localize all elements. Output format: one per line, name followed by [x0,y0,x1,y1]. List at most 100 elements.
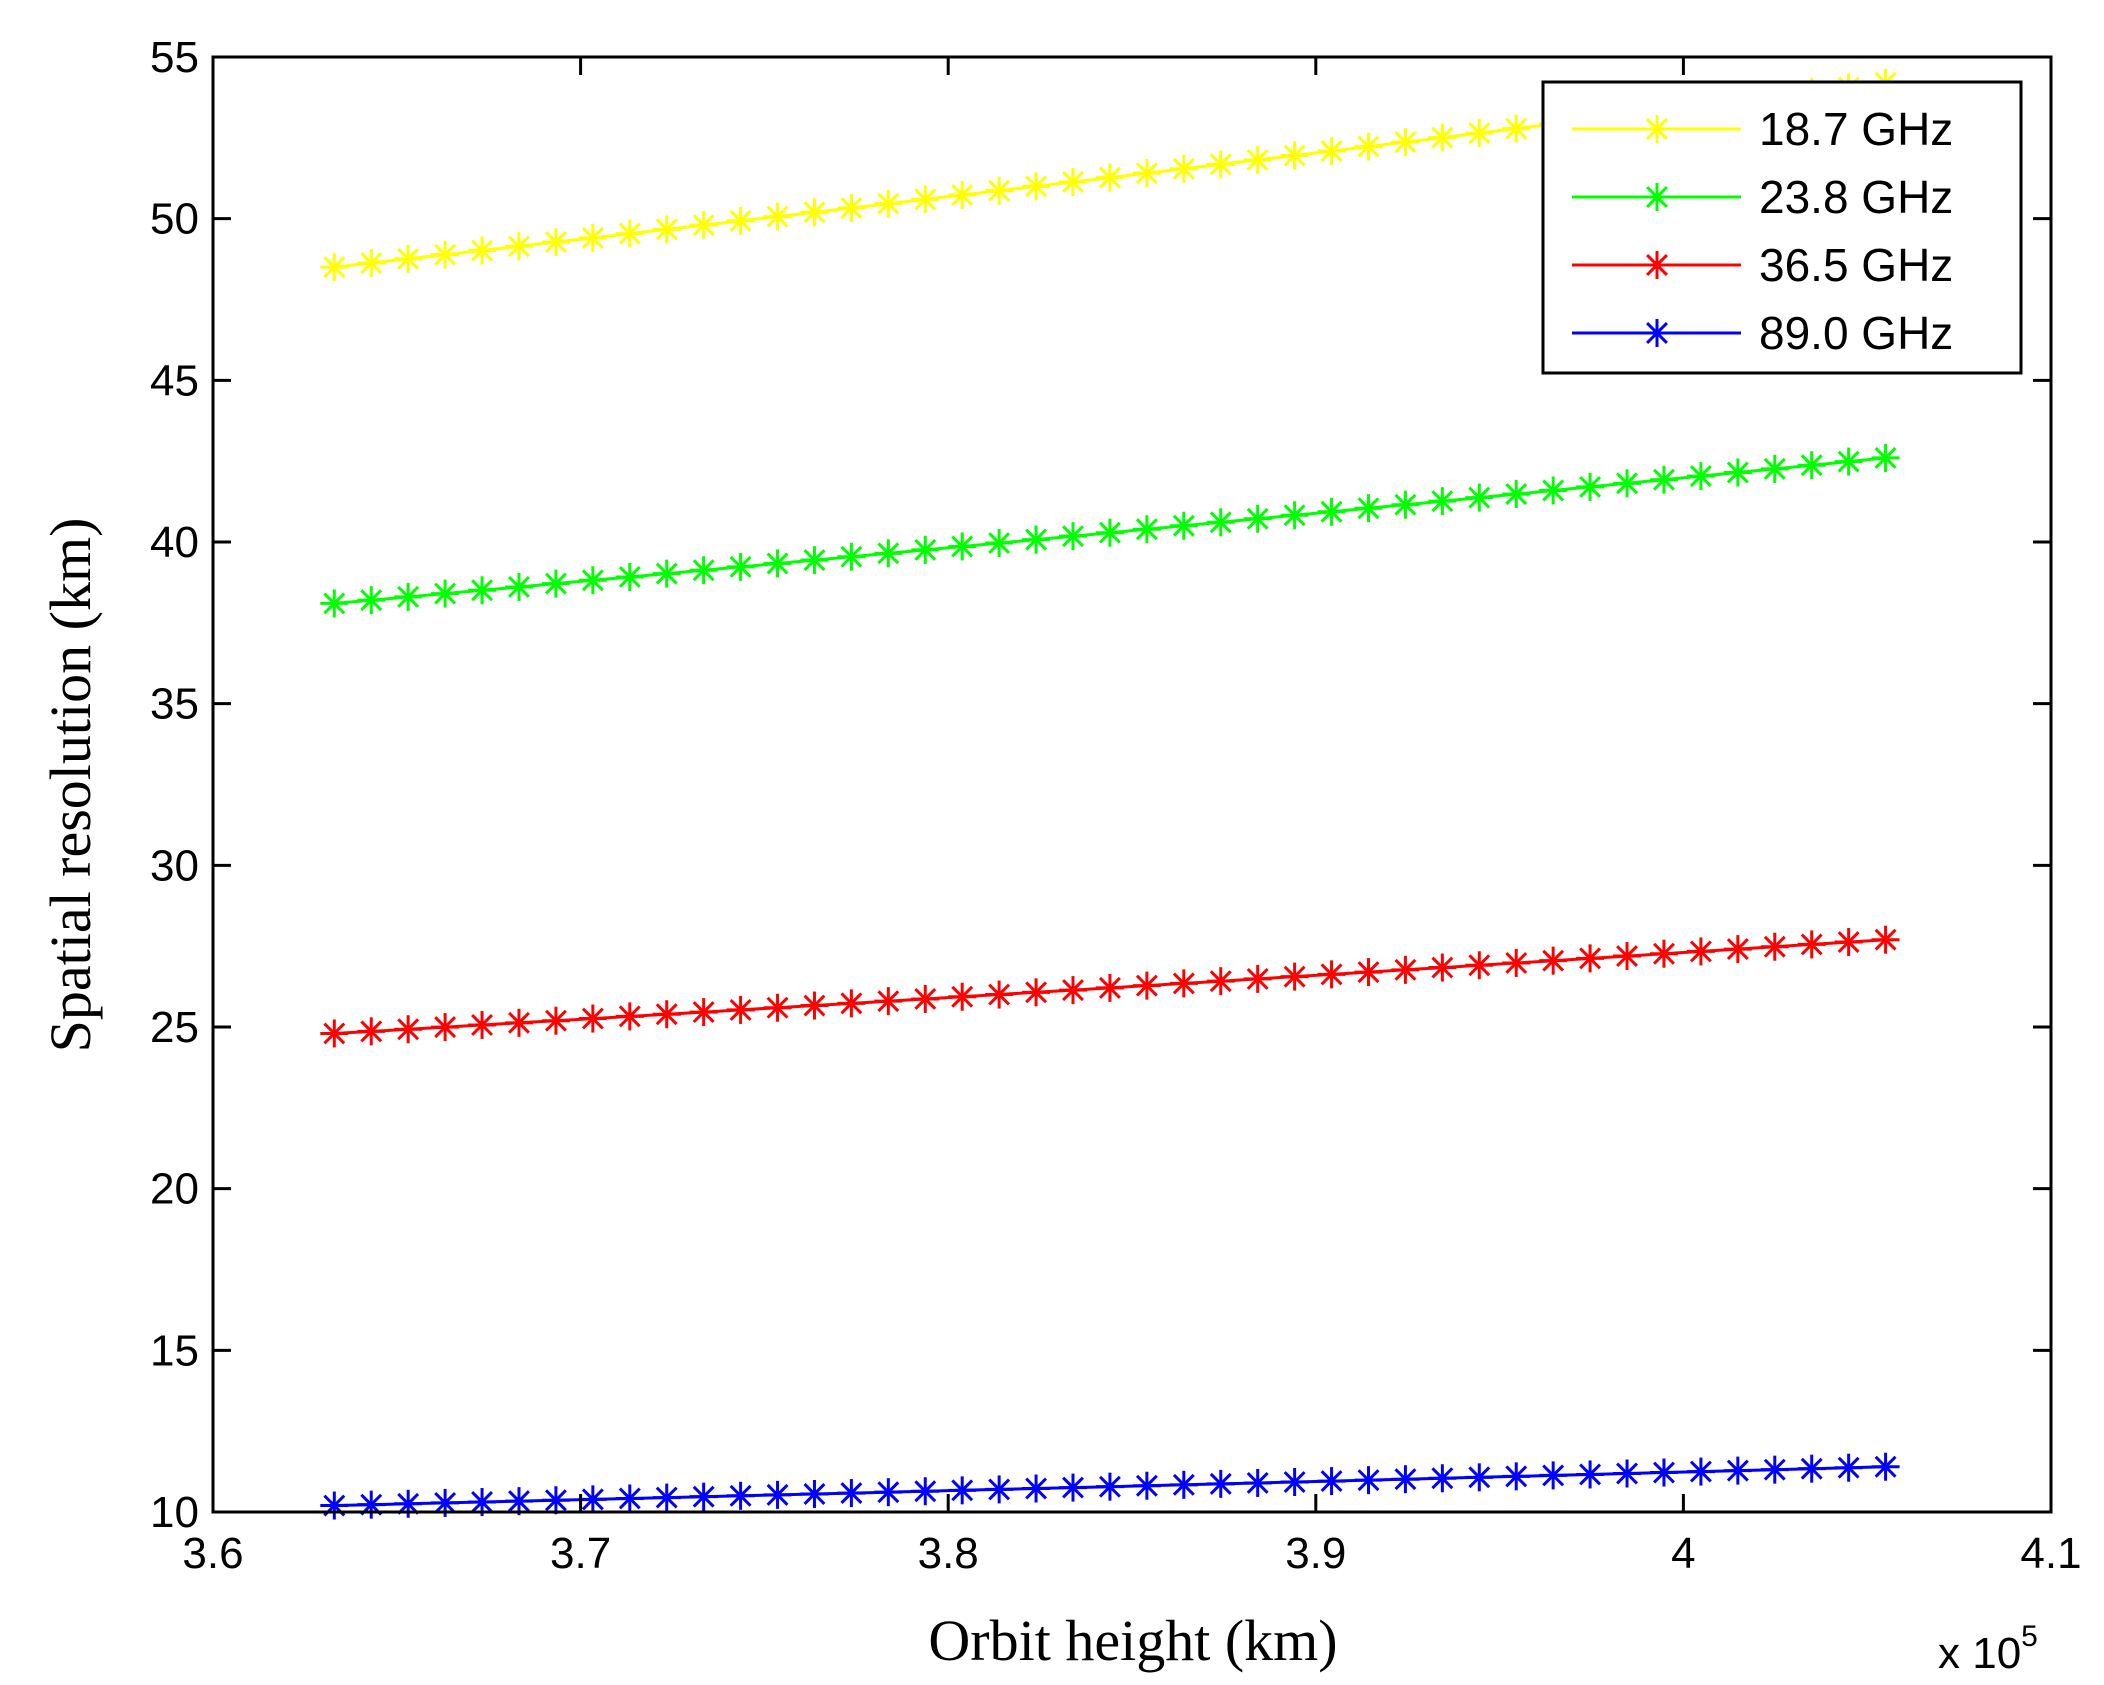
data-point [1354,1466,1383,1495]
data-point [1428,1464,1457,1493]
data-point-stroke [1172,514,1195,537]
data-point-stroke [1246,1471,1269,1494]
data-point-stroke [1394,958,1417,981]
data-point-stroke [1579,475,1602,498]
data-point-stroke [1283,1471,1306,1493]
y-tick-label: 25 [150,1003,199,1052]
x-axis-title: Orbit height (km) [928,1608,1337,1673]
legend-swatch-marker-stroke [1646,254,1668,276]
data-point-stroke [508,235,530,258]
data-point [1059,976,1088,1005]
data-point-stroke [544,231,567,254]
data-point-stroke [434,1016,457,1039]
data-point-stroke [1025,981,1048,1004]
data-point-stroke [397,585,420,608]
data-point-stroke [914,1480,937,1503]
data-point [763,549,792,578]
data-point [726,1481,755,1510]
data-point-stroke [655,562,678,585]
data-point [357,586,386,615]
data-point [1428,487,1457,516]
data-point-stroke [840,992,863,1015]
data-point-stroke [655,1003,678,1026]
data-point-stroke [434,243,457,266]
data-point [948,532,977,561]
data-point-stroke [1763,457,1786,480]
data-point [652,215,681,244]
data-point-stroke [1062,1476,1084,1499]
data-point-stroke [1874,446,1897,469]
data-point [837,193,866,222]
data-point-stroke [803,1483,826,1505]
data-point-stroke [988,983,1011,1006]
data-point-stroke [397,1018,420,1041]
data-point-stroke [1209,511,1232,534]
data-point [394,244,423,273]
data-point-stroke [1025,528,1048,551]
data-point [1428,953,1457,982]
y-tick-label: 15 [150,1326,199,1375]
legend-label: 36.5 GHz [1759,239,1953,291]
data-point [1502,1462,1531,1491]
data-point [1391,1465,1420,1494]
legend-swatch-marker-stroke [1646,186,1668,208]
data-point [431,1013,460,1042]
data-point-stroke [581,1007,604,1030]
data-point [1022,1474,1051,1503]
legend-swatch-marker [1643,319,1671,347]
data-point [1576,1460,1605,1489]
data-point-stroke [1062,170,1084,193]
data-point-stroke [1172,157,1195,180]
data-point-stroke [692,559,715,582]
data-point-stroke [397,1492,420,1515]
x-axis-multiplier: x 105 [1938,1620,2038,1678]
data-point-stroke [1135,162,1158,185]
legend-item: 36.5 GHz [1572,239,1953,291]
data-point [1871,1452,1900,1481]
y-tick-label: 55 [150,33,199,82]
data-point [763,1480,792,1509]
data-point-stroke [1135,974,1158,997]
data-point [837,989,866,1018]
data-point [357,1490,386,1519]
data-point [800,198,829,227]
data-point [394,582,423,611]
legend-label: 23.8 GHz [1759,171,1953,223]
data-point [1502,480,1531,509]
data-point-stroke [1394,1468,1417,1491]
data-point [394,1489,423,1518]
data-point-stroke [1726,938,1749,961]
data-point [1243,1468,1272,1497]
data-point-stroke [988,179,1011,202]
data-point [1354,958,1383,987]
data-point [1280,1468,1309,1497]
data-point-stroke [1062,525,1084,548]
data-point [763,993,792,1022]
data-point-stroke [914,188,937,211]
data-point-stroke [951,985,974,1008]
data-point-stroke [323,256,346,279]
data-point [1132,1471,1161,1500]
data-point [1022,172,1051,201]
data-point [652,559,681,588]
data-point-stroke [1726,1459,1749,1482]
data-point-stroke [729,555,752,578]
data-point [1686,1457,1715,1486]
data-point-stroke [1726,461,1749,484]
data-point [689,556,718,585]
data-point [1317,497,1346,526]
data-point-stroke [1320,1470,1343,1493]
data-point-stroke [766,1483,789,1506]
data-point [1280,962,1309,991]
data-point-stroke [1320,500,1343,523]
data-point [1206,508,1235,537]
legend-label: 89.0 GHz [1759,307,1953,359]
data-point [578,1485,607,1514]
x-tick-label: 3.8 [918,1529,979,1578]
data-point-stroke [1357,497,1380,520]
data-point [689,1482,718,1511]
data-point [1095,518,1124,547]
data-point [1797,1454,1826,1483]
data-point-stroke [1246,507,1269,530]
data-point [985,1475,1014,1504]
